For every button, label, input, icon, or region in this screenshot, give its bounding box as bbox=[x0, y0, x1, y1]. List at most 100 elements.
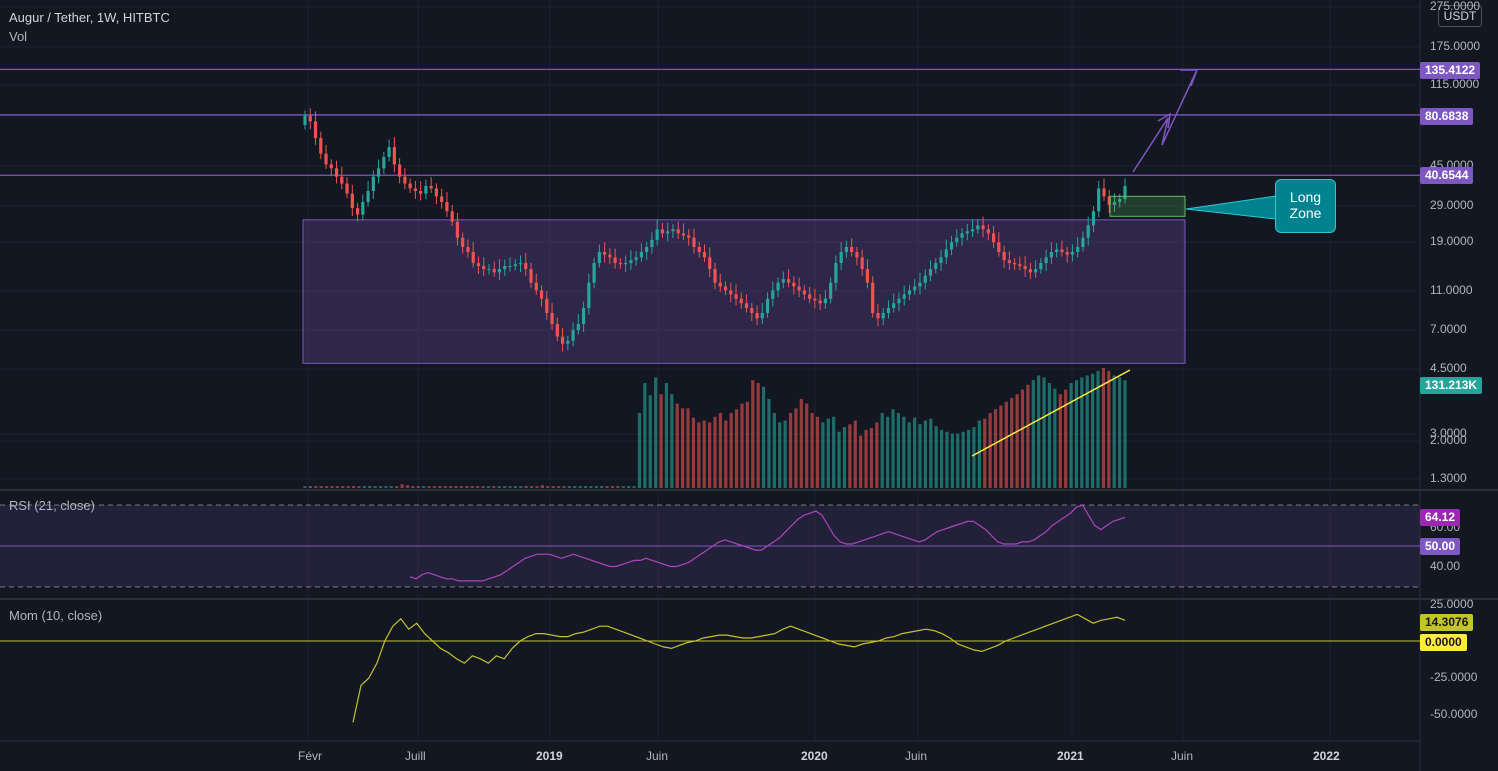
volume-bar bbox=[767, 398, 771, 488]
long-zone-callout[interactable]: Long Zone bbox=[1275, 179, 1336, 233]
candle-body bbox=[692, 237, 696, 247]
candle-body bbox=[718, 282, 722, 287]
volume-bar bbox=[443, 486, 447, 488]
candle-body bbox=[1065, 252, 1069, 255]
volume-bar bbox=[438, 486, 442, 488]
candle-body bbox=[829, 282, 833, 299]
candle-body bbox=[986, 229, 990, 234]
candle-body bbox=[1055, 249, 1059, 253]
candle-body bbox=[403, 176, 407, 184]
candle-body bbox=[923, 275, 927, 283]
volume-bar bbox=[966, 429, 971, 488]
volume-bar bbox=[1091, 373, 1095, 488]
candle-body bbox=[603, 252, 607, 255]
candle-body bbox=[1112, 202, 1117, 205]
candle-body bbox=[597, 252, 601, 264]
currency-badge[interactable]: USDT bbox=[1438, 5, 1482, 27]
long-zone-line2: Zone bbox=[1289, 205, 1322, 221]
candle-body bbox=[592, 263, 596, 283]
volume-bar bbox=[357, 486, 361, 488]
volume-bar bbox=[1010, 398, 1014, 488]
candle-body bbox=[471, 252, 475, 264]
candle-body bbox=[618, 263, 622, 265]
volume-bar bbox=[799, 398, 803, 488]
rsi-pane bbox=[0, 504, 1420, 588]
candle-body bbox=[939, 257, 943, 264]
candle-body bbox=[813, 298, 817, 301]
candle-body bbox=[1013, 263, 1017, 265]
mom-title[interactable]: Mom (10, close) bbox=[9, 608, 103, 623]
rsi-title[interactable]: RSI (21, close) bbox=[9, 498, 95, 513]
volume-bar bbox=[1096, 370, 1100, 488]
price-tick: 115.0000 bbox=[1430, 77, 1480, 91]
candle-body bbox=[361, 202, 365, 215]
volume-bar bbox=[427, 486, 431, 488]
volume-bar bbox=[875, 422, 879, 488]
volume-bar bbox=[939, 429, 944, 488]
candle-body bbox=[776, 282, 780, 291]
candle-body bbox=[818, 300, 822, 304]
candle-body bbox=[755, 313, 759, 319]
candle-body bbox=[408, 183, 412, 189]
volume-bar bbox=[977, 420, 981, 488]
volume-bar bbox=[567, 486, 571, 488]
volume-bar bbox=[1020, 389, 1025, 488]
volume-bar bbox=[853, 420, 857, 488]
volume-bar bbox=[519, 486, 523, 488]
volume-bar bbox=[600, 486, 604, 488]
candle-body bbox=[487, 269, 491, 271]
volume-bar bbox=[330, 486, 334, 488]
volume-bar bbox=[1069, 383, 1073, 488]
volume-bar bbox=[308, 486, 312, 488]
mom-tick: 25.0000 bbox=[1430, 597, 1474, 611]
volume-bar bbox=[826, 418, 830, 488]
candle-body bbox=[461, 237, 465, 247]
candle-body bbox=[671, 229, 675, 232]
candle-body bbox=[1018, 264, 1022, 267]
volume-bar bbox=[583, 486, 588, 488]
volume-badge: 131.213K bbox=[1420, 377, 1483, 394]
candle-body bbox=[744, 303, 749, 308]
volume-bar bbox=[324, 486, 329, 488]
candle-body bbox=[928, 269, 933, 276]
volume-bar bbox=[794, 408, 798, 488]
candle-body bbox=[1081, 237, 1085, 247]
time-tick: Juin bbox=[1171, 749, 1194, 763]
volume-bars bbox=[303, 368, 1127, 488]
candle-body bbox=[639, 252, 644, 258]
candle-body bbox=[960, 233, 964, 238]
candle-body bbox=[1049, 252, 1054, 258]
candle-body bbox=[850, 246, 854, 253]
volume-bar bbox=[842, 427, 847, 488]
candle-body bbox=[634, 257, 638, 261]
volume-bar bbox=[670, 394, 674, 488]
volume-bar bbox=[562, 486, 566, 488]
candle-body bbox=[345, 183, 349, 194]
volume-bar bbox=[810, 413, 814, 488]
price-tick: 7.0000 bbox=[1430, 322, 1467, 336]
volume-bar bbox=[972, 427, 976, 488]
candle-body bbox=[697, 246, 701, 253]
chart-title[interactable]: Augur / Tether, 1W, HITBTC bbox=[9, 10, 170, 25]
candle-body bbox=[1123, 185, 1127, 200]
candle-body bbox=[949, 242, 954, 250]
time-tick: Juin bbox=[646, 749, 669, 763]
candle-body bbox=[313, 121, 318, 139]
price-tick: 275.0000 bbox=[1430, 0, 1481, 13]
volume-label[interactable]: Vol bbox=[9, 29, 28, 44]
volume-bar bbox=[681, 408, 685, 488]
candle-body bbox=[419, 190, 423, 194]
level-135-badge: 135.4122 bbox=[1420, 62, 1481, 79]
volume-bar bbox=[778, 422, 782, 488]
volume-bar bbox=[643, 383, 647, 488]
price-tick: 3.0000 bbox=[1430, 426, 1467, 440]
candle-body bbox=[529, 269, 533, 283]
volume-bar bbox=[708, 422, 712, 488]
candle-body bbox=[329, 164, 333, 169]
volume-bar bbox=[745, 401, 749, 488]
volume-bar bbox=[821, 422, 825, 488]
volume-bar bbox=[1112, 375, 1116, 488]
volume-bar bbox=[913, 417, 917, 488]
candle-body bbox=[834, 263, 838, 283]
